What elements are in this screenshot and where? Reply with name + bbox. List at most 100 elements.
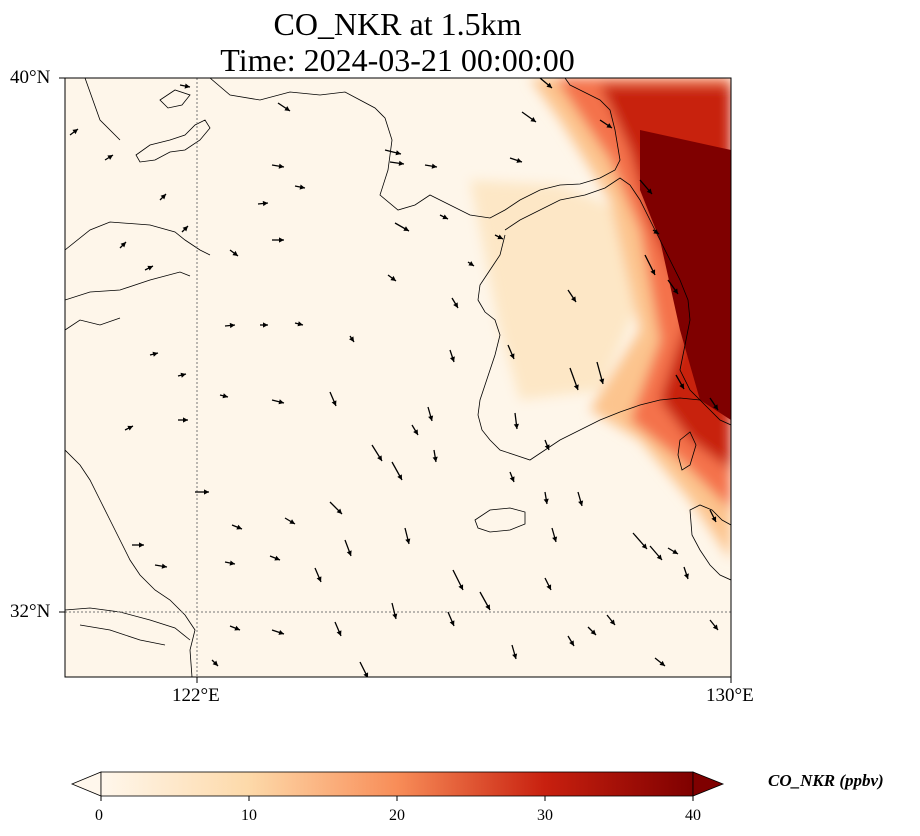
- wind-arrow-head: [578, 500, 584, 506]
- colorbar-extend-min: [70, 771, 102, 797]
- coastline-bohai: [84, 78, 121, 141]
- wind-arrow-head: [229, 560, 235, 566]
- wind-arrow-head: [428, 415, 434, 421]
- coastline-korean-peninsula-east: [504, 177, 731, 426]
- wind-arrow-head: [278, 163, 284, 169]
- colorbar-tick-10: 10: [241, 807, 257, 824]
- gridlines: [65, 78, 731, 677]
- map-title-line-1: CO_NKR at 1.5km: [273, 6, 522, 42]
- wind-arrow-head: [646, 188, 652, 194]
- wind-arrow-head: [236, 524, 242, 530]
- wind-arrow-head: [650, 269, 656, 275]
- lat-label-40n: 40°N: [10, 67, 51, 88]
- yangtze-estuary: [65, 607, 191, 641]
- coastline-china-east: [65, 449, 196, 677]
- coastline-inland-bay: [65, 271, 191, 301]
- wind-arrow-head: [590, 629, 596, 635]
- wind-arrow-head: [397, 474, 402, 480]
- colorbar-ticks: [100, 796, 694, 801]
- wind-arrow-head: [161, 563, 167, 569]
- wind-arrow-head: [395, 150, 401, 156]
- kyushu-coast: [689, 504, 731, 581]
- jeju-island: [474, 507, 526, 533]
- wind-vectors: [69, 78, 719, 677]
- coastline-peninsula: [65, 317, 121, 331]
- colorbar-label: CO_NKR (ppbv): [768, 771, 884, 790]
- wind-arrow-head: [263, 322, 268, 328]
- wind-arrow-head: [299, 184, 305, 190]
- wind-arrow-head: [413, 429, 418, 435]
- wind-arrow-head: [139, 542, 144, 548]
- wind-arrow-head: [182, 226, 188, 232]
- wind-arrow-head: [392, 613, 398, 619]
- wind-arrow-head: [513, 423, 519, 429]
- wind-arrow-head: [160, 194, 166, 200]
- wind-arrow-head: [212, 660, 218, 666]
- tsushima-island: [677, 431, 697, 471]
- wind-arrow-head: [316, 576, 322, 582]
- wind-arrow-head: [512, 653, 518, 659]
- coastline-north-china: [65, 221, 211, 256]
- wind-arrow-head: [509, 476, 515, 482]
- wind-arrow-head: [278, 629, 284, 635]
- coastline-korea-bay: [209, 78, 621, 219]
- lon-label-130e: 130°E: [706, 685, 754, 706]
- axis-ticks: [59, 77, 732, 683]
- low-concentration-plume: [470, 180, 640, 400]
- wind-arrow-head: [431, 163, 437, 169]
- lon-label-122e: 122°E: [172, 685, 220, 706]
- wind-arrow-head: [672, 288, 678, 294]
- wind-arrow-head: [672, 549, 678, 554]
- wind-arrow-head: [403, 226, 409, 231]
- wind-arrow-head: [398, 160, 404, 166]
- lat-label-32n: 32°N: [10, 601, 51, 622]
- wind-arrow-head: [363, 672, 369, 677]
- wind-arrow-head: [573, 384, 579, 390]
- wind-arrow-head: [405, 538, 411, 544]
- wind-arrow-head: [297, 321, 303, 327]
- wind-arrow-head: [442, 214, 448, 220]
- wind-arrow-head: [262, 200, 268, 207]
- wind-arrow-head: [284, 106, 290, 111]
- wind-arrow-head: [274, 555, 280, 561]
- wind-arrow-head: [653, 229, 659, 234]
- colorbar-tick-30: 30: [537, 807, 553, 824]
- wind-arrow-head: [683, 573, 689, 579]
- colorbar-tick-20: 20: [389, 807, 405, 824]
- wind-arrow-head: [485, 604, 490, 610]
- wind-arrow-head: [147, 265, 153, 271]
- wind-arrow-head: [530, 116, 536, 122]
- wind-arrow-head: [390, 275, 396, 281]
- wind-arrow-head: [183, 417, 188, 423]
- coastlines: [65, 78, 731, 677]
- max-concentration-core: [640, 130, 731, 420]
- wind-arrow-head: [546, 82, 552, 88]
- wind-arrow-head: [712, 624, 718, 630]
- wind-arrow-head: [346, 550, 352, 556]
- wind-arrow-head: [599, 378, 605, 384]
- wind-arrow-head: [713, 404, 718, 410]
- wind-arrow-head: [497, 234, 503, 240]
- wind-arrow-head: [569, 640, 574, 646]
- map-title-line-2: Time: 2024-03-21 00:00:00: [220, 42, 575, 78]
- wind-arrow-head: [641, 543, 647, 549]
- colorbar-tick-0: 0: [95, 807, 103, 824]
- wind-arrow-head: [458, 584, 464, 590]
- wind-arrow-head: [552, 536, 558, 542]
- wind-arrow-head: [180, 372, 186, 378]
- wind-arrow-head: [546, 584, 552, 590]
- wind-arrow-head: [234, 625, 240, 631]
- wind-arrow-head: [659, 660, 665, 666]
- wind-arrow-head: [331, 400, 337, 406]
- wind-arrow-head: [222, 393, 228, 399]
- wind-arrow-head: [544, 444, 550, 450]
- wind-arrow-head: [279, 237, 284, 243]
- wind-arrow-head: [432, 456, 438, 462]
- wind-arrow-head: [449, 620, 455, 626]
- wind-arrow-head: [107, 155, 113, 160]
- coastline-korean-peninsula-west: [477, 234, 701, 461]
- wind-arrow-head: [232, 250, 238, 256]
- wind-arrow-head: [571, 296, 576, 302]
- wind-arrow-head: [377, 455, 382, 461]
